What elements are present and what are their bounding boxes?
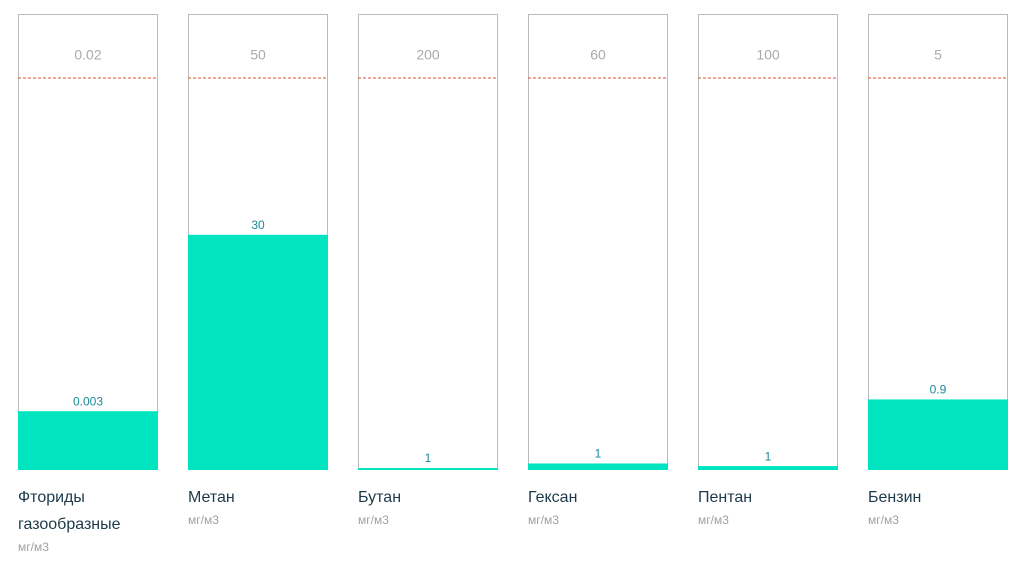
bar (698, 466, 838, 470)
item-name: Пентан мг/м3 (698, 484, 838, 529)
threshold-label: 50 (250, 47, 266, 63)
bar (18, 411, 158, 470)
item-name: Бутан мг/м3 (358, 484, 498, 529)
value-label: 1 (595, 447, 602, 461)
panel (698, 14, 838, 470)
value-label: 1 (425, 451, 432, 465)
item-unit: мг/м3 (698, 513, 729, 527)
threshold-label: 5 (934, 47, 942, 63)
value-label: 0.9 (930, 383, 947, 397)
chart: 0.02 0.003 50 30 200 1 60 1 100 1 5 0.9 (18, 14, 1008, 470)
threshold-label: 60 (590, 47, 606, 63)
value-label: 1 (765, 449, 772, 463)
item-name: Метан мг/м3 (188, 484, 328, 529)
item-unit: мг/м3 (358, 513, 389, 527)
item-name: Бензин мг/м3 (868, 484, 1008, 529)
panel (528, 14, 668, 470)
item-unit: мг/м3 (528, 513, 559, 527)
item-unit: мг/м3 (188, 513, 219, 527)
value-label: 30 (251, 218, 265, 232)
threshold-label: 0.02 (74, 47, 101, 63)
bar (868, 399, 1008, 470)
threshold-label: 100 (756, 47, 780, 63)
item-unit: мг/м3 (18, 540, 49, 554)
item-unit: мг/м3 (868, 513, 899, 527)
item-name: Фториды газообразные мг/м3 (18, 484, 158, 556)
value-label: 0.003 (73, 394, 103, 408)
item-name: Гексан мг/м3 (528, 484, 668, 529)
bar (528, 463, 668, 470)
threshold-label: 200 (416, 47, 440, 63)
bar (188, 234, 328, 470)
panel (358, 14, 498, 470)
bar (358, 468, 498, 470)
